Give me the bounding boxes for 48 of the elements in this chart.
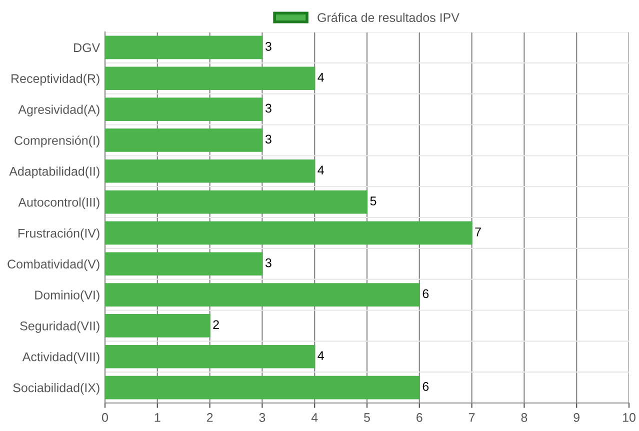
- legend-label: Gráfica de resultados IPV: [318, 12, 460, 22]
- bar: [105, 314, 210, 338]
- data-label: 5: [370, 196, 376, 206]
- x-tick-label: 1: [154, 413, 160, 422]
- y-tick-label: Seguridad(VII): [20, 321, 100, 333]
- bar: [105, 344, 316, 368]
- y-tick-label: Dominio(VI): [35, 290, 100, 302]
- data-label: 4: [318, 166, 324, 174]
- bar: [105, 98, 263, 121]
- bar: [105, 221, 472, 245]
- data-label: 6: [422, 382, 429, 391]
- data-label: 3: [265, 42, 272, 51]
- data-label: 7: [475, 228, 481, 236]
- x-tick-label: 5: [364, 413, 370, 422]
- y-tick-label: Agresividad(A): [18, 104, 100, 116]
- bar: [105, 283, 420, 306]
- y-tick-label: Actividad(VIII): [22, 352, 100, 364]
- y-tick-label: DGV: [74, 43, 100, 52]
- bar: [105, 128, 263, 152]
- y-tick-label: Adaptabilidad(II): [9, 166, 100, 178]
- y-tick-label: Sociabilidad(IX): [13, 383, 100, 395]
- x-tick-label: 7: [468, 413, 475, 422]
- data-label: 4: [318, 73, 324, 82]
- x-tick-label: 8: [521, 413, 528, 422]
- x-tick-label: 4: [311, 413, 318, 422]
- x-tick-label: 9: [574, 413, 580, 422]
- bar: [105, 159, 316, 183]
- y-tick-label: Frustración(IV): [18, 228, 100, 240]
- y-tick-label: Receptividad(R): [12, 74, 100, 86]
- data-label: 4: [318, 351, 324, 360]
- x-tick-label: 6: [416, 413, 422, 422]
- y-tick-label: Combatividad(V): [8, 259, 100, 271]
- data-label: 3: [265, 104, 272, 113]
- y-tick-label: Autocontrol(III): [18, 198, 100, 210]
- bar: [105, 36, 263, 60]
- x-tick-label: 2: [206, 413, 213, 422]
- bar: [105, 66, 316, 90]
- data-label: 3: [265, 134, 272, 144]
- bar: [105, 376, 420, 400]
- data-label: 2: [213, 320, 219, 329]
- x-tick-label: 3: [259, 413, 266, 422]
- x-tick-label: 10: [623, 413, 636, 422]
- bar: [105, 252, 263, 276]
- data-label: 3: [265, 258, 272, 268]
- bar: [105, 190, 368, 214]
- y-tick-label: Comprensión(I): [14, 136, 100, 148]
- x-tick-label: 0: [102, 413, 108, 422]
- data-label: 6: [422, 289, 429, 298]
